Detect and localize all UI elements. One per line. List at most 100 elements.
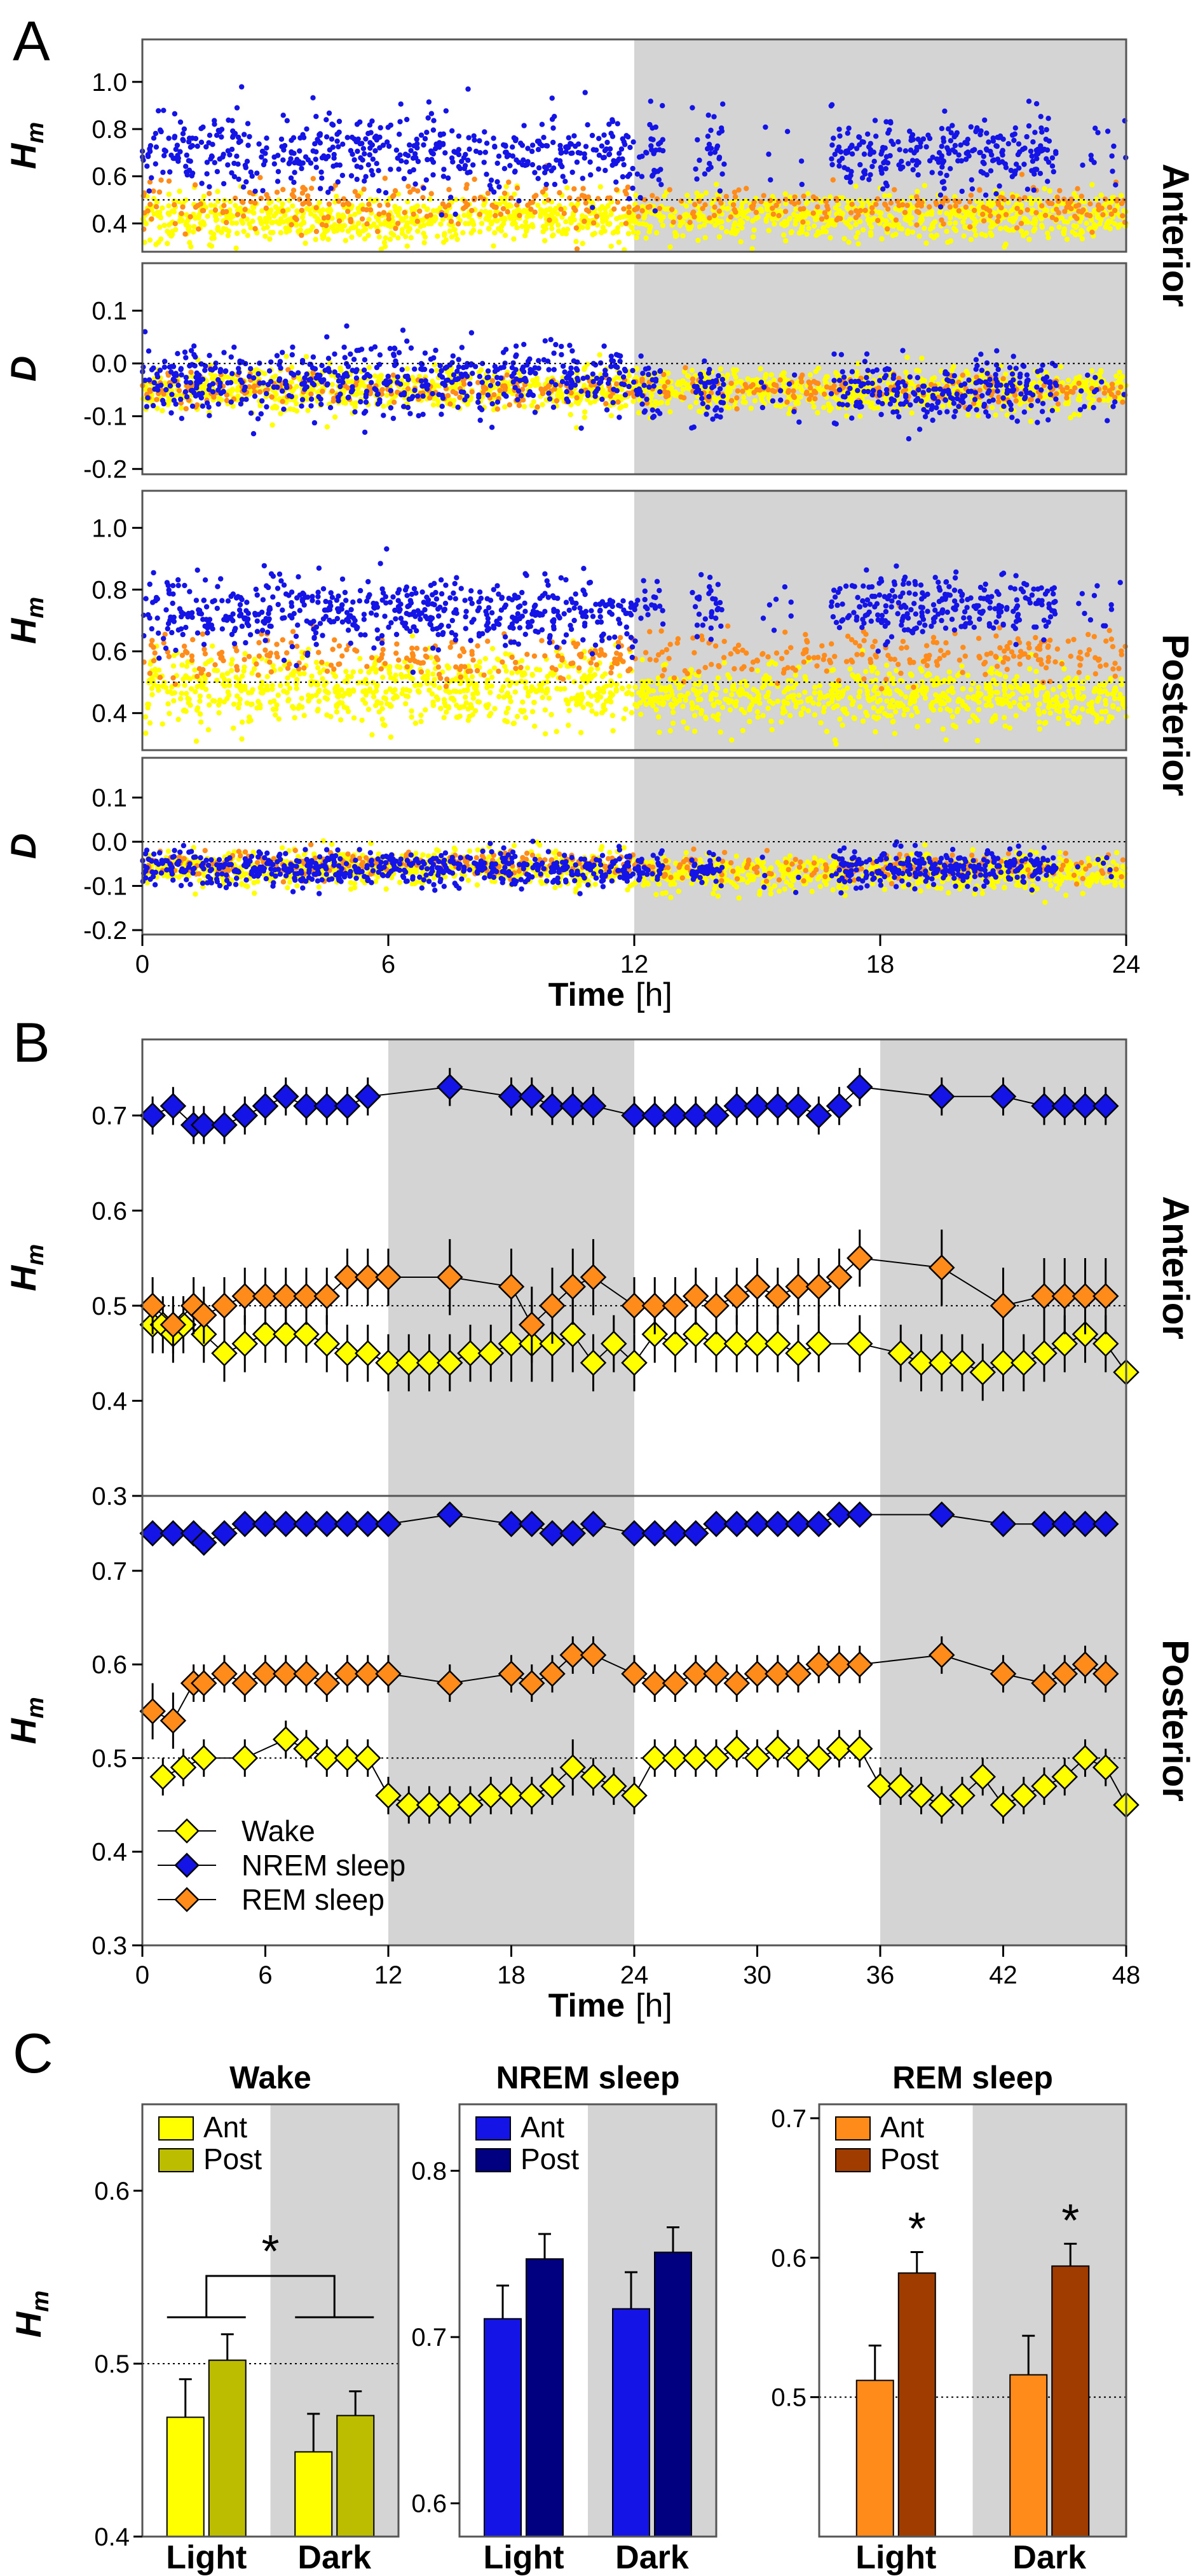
scatter-point-nrem [286,393,292,399]
scatter-point-rem [734,406,740,412]
scatter-point-wake [470,228,477,233]
scatter-point-nrem [539,121,545,127]
scatter-point-nrem [510,153,515,159]
scatter-point-nrem [415,393,421,399]
scatter-point-rem [292,215,298,221]
scatter-point-nrem [857,161,863,168]
scatter-point-nrem [365,130,371,137]
scatter-point-nrem [441,167,447,172]
scatter-point-rem [819,216,825,222]
scatter-point-rem [786,388,792,394]
scatter-point-nrem [428,148,434,154]
scatter-point-nrem [778,397,784,403]
scatter-point-rem [385,202,391,208]
scatter-point-nrem [1092,125,1098,131]
scatter-point-rem [981,204,986,210]
scatter-point-rem [313,228,320,235]
scatter-point-nrem [899,158,904,164]
scatter-point-wake [818,209,824,216]
scatter-point-wake [636,410,642,416]
scatter-point-wake [630,230,636,235]
scatter-point-rem [455,221,461,227]
scatter-point-rem [967,224,973,230]
scatter-point-nrem [318,169,324,175]
scatter-point-rem [1072,214,1078,219]
scatter-point-nrem [440,140,446,147]
scatter-point-wake [168,233,174,239]
scatter-point-nrem [153,130,159,137]
scatter-point-rem [493,213,498,219]
scatter-point-wake [893,231,899,237]
scatter-point-nrem [151,380,157,386]
scatter-point-nrem [421,185,426,191]
scatter-point-nrem [348,351,353,357]
scatter-point-wake [177,188,182,195]
scatter-point-wake [570,212,576,218]
scatter-point-wake [608,413,614,418]
scatter-point-nrem [256,141,262,147]
scatter-point-nrem [983,192,989,198]
scatter-point-nrem [280,113,286,118]
scatter-point-wake [973,219,979,225]
scatter-point-wake [225,233,231,238]
scatter-point-rem [1079,193,1085,199]
scatter-point-wake [765,212,772,219]
scatter-point-nrem [1001,404,1007,409]
scatter-point-wake [826,401,831,407]
scatter-point-nrem [418,132,425,138]
scatter-point-rem [153,204,160,210]
scatter-point-wake [616,239,622,245]
scatter-point-rem [773,383,779,388]
scatter-point-rem [1075,186,1080,191]
scatter-point-rem [498,211,504,217]
scatter-point-nrem [620,374,627,380]
scatter-point-wake [425,206,430,212]
scatter-point-rem [531,194,537,200]
scatter-point-nrem [849,415,855,421]
scatter-point-wake [568,412,573,418]
scatter-point-wake [990,404,995,411]
scatter-point-wake [304,228,310,234]
scatter-point-wake [625,231,632,236]
scatter-point-wake [695,237,701,243]
scatter-point-nrem [358,165,364,170]
scatter-point-wake [540,224,546,230]
scatter-point-rem [547,217,552,223]
scatter-point-wake [750,234,756,240]
scatter-point-wake [827,194,833,200]
scatter-point-wake [158,236,164,242]
scatter-point-rem [156,189,163,195]
scatter-point-wake [339,227,345,233]
scatter-point-rem [402,210,407,216]
panel-a: 0.40.60.81.0Hm-0.2-0.10.00.1D0.40.60.81.… [3,38,1191,1013]
scatter-point-nrem [535,147,541,153]
scatter-point-wake [378,221,384,227]
scatter-point-nrem [883,180,889,186]
scatter-point-rem [376,211,382,217]
scatter-point-rem [361,186,367,192]
scatter-point-nrem [986,139,991,145]
scatter-point-wake [597,352,602,358]
scatter-point-nrem [275,179,281,184]
scatter-point-nrem [593,147,599,153]
scatter-point-rem [749,204,754,210]
scatter-point-nrem [168,410,174,416]
scatter-point-wake [944,210,949,216]
scatter-point-wake [409,205,415,212]
scatter-point-wake [316,200,322,205]
scatter-point-wake [737,217,744,224]
scatter-point-wake [830,221,836,228]
scatter-point-nrem [208,153,215,159]
scatter-point-wake [944,228,949,235]
scatter-point-nrem [207,132,213,138]
scatter-point-nrem [866,177,872,182]
scatter-point-rem [477,212,483,217]
scatter-point-rem [1039,203,1045,209]
scatter-point-wake [725,205,732,212]
scatter-point-nrem [1109,153,1115,159]
scatter-point-wake [550,232,556,238]
scatter-point-wake [287,198,292,203]
scatter-point-wake [531,399,536,405]
scatter-point-nrem [496,153,502,159]
scatter-point-nrem [275,168,282,175]
